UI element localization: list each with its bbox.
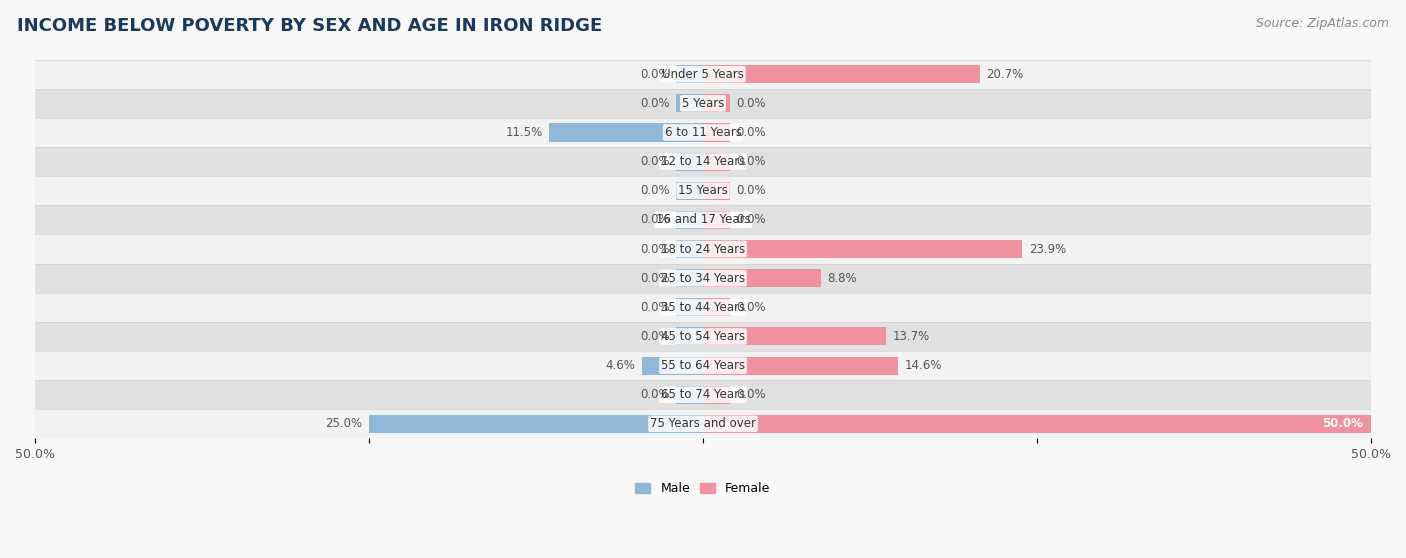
Bar [703, 386, 730, 404]
Text: 4.6%: 4.6% [605, 359, 636, 372]
Bar [35, 205, 1371, 234]
Bar [35, 380, 1371, 410]
Bar [35, 147, 1371, 176]
Text: 25 to 34 Years: 25 to 34 Years [661, 272, 745, 285]
Text: 75 Years and over: 75 Years and over [650, 417, 756, 430]
Bar [676, 328, 703, 345]
Text: 0.0%: 0.0% [737, 126, 766, 139]
Bar [550, 123, 703, 142]
Bar [676, 94, 703, 112]
Bar [676, 211, 703, 229]
Bar [35, 60, 1371, 89]
Bar [641, 357, 703, 374]
Text: 35 to 44 Years: 35 to 44 Years [661, 301, 745, 314]
Text: 20.7%: 20.7% [986, 68, 1024, 81]
Text: 5 Years: 5 Years [682, 97, 724, 110]
Bar [676, 240, 703, 258]
Legend: Male, Female: Male, Female [630, 477, 776, 501]
Text: 0.0%: 0.0% [640, 213, 669, 227]
Text: 8.8%: 8.8% [827, 272, 856, 285]
Bar [35, 263, 1371, 293]
Text: 6 to 11 Years: 6 to 11 Years [665, 126, 741, 139]
Text: 12 to 14 Years: 12 to 14 Years [661, 155, 745, 168]
Bar [703, 94, 730, 112]
Text: 55 to 64 Years: 55 to 64 Years [661, 359, 745, 372]
Bar [703, 240, 1022, 258]
Bar [35, 89, 1371, 118]
Bar [35, 410, 1371, 439]
Bar [676, 152, 703, 171]
Bar [676, 182, 703, 200]
Bar [368, 415, 703, 433]
Text: 13.7%: 13.7% [893, 330, 929, 343]
Bar [703, 65, 980, 83]
Bar [703, 152, 730, 171]
Bar [676, 386, 703, 404]
Text: 0.0%: 0.0% [737, 213, 766, 227]
Text: 65 to 74 Years: 65 to 74 Years [661, 388, 745, 401]
Text: Source: ZipAtlas.com: Source: ZipAtlas.com [1256, 17, 1389, 30]
Text: 0.0%: 0.0% [640, 301, 669, 314]
Text: 18 to 24 Years: 18 to 24 Years [661, 243, 745, 256]
Text: 0.0%: 0.0% [640, 272, 669, 285]
Text: 14.6%: 14.6% [904, 359, 942, 372]
Text: 0.0%: 0.0% [640, 243, 669, 256]
Text: 45 to 54 Years: 45 to 54 Years [661, 330, 745, 343]
Bar [703, 211, 730, 229]
Bar [35, 322, 1371, 351]
Text: 0.0%: 0.0% [640, 388, 669, 401]
Text: INCOME BELOW POVERTY BY SEX AND AGE IN IRON RIDGE: INCOME BELOW POVERTY BY SEX AND AGE IN I… [17, 17, 602, 35]
Text: 0.0%: 0.0% [737, 155, 766, 168]
Bar [703, 357, 898, 374]
Text: 0.0%: 0.0% [737, 97, 766, 110]
Bar [703, 299, 730, 316]
Text: 23.9%: 23.9% [1029, 243, 1066, 256]
Text: 0.0%: 0.0% [640, 184, 669, 198]
Bar [703, 182, 730, 200]
Text: 50.0%: 50.0% [1322, 417, 1362, 430]
Bar [676, 299, 703, 316]
Text: 0.0%: 0.0% [640, 68, 669, 81]
Text: 16 and 17 Years: 16 and 17 Years [655, 213, 751, 227]
Text: 0.0%: 0.0% [640, 155, 669, 168]
Bar [35, 118, 1371, 147]
Bar [35, 234, 1371, 263]
Text: 15 Years: 15 Years [678, 184, 728, 198]
Text: 25.0%: 25.0% [325, 417, 363, 430]
Bar [676, 269, 703, 287]
Text: 0.0%: 0.0% [737, 184, 766, 198]
Text: Under 5 Years: Under 5 Years [662, 68, 744, 81]
Text: 11.5%: 11.5% [505, 126, 543, 139]
Bar [35, 351, 1371, 380]
Bar [703, 269, 821, 287]
Bar [703, 328, 886, 345]
Text: 0.0%: 0.0% [737, 301, 766, 314]
Bar [703, 123, 730, 142]
Text: 0.0%: 0.0% [737, 388, 766, 401]
Bar [35, 293, 1371, 322]
Bar [676, 65, 703, 83]
Bar [35, 176, 1371, 205]
Text: 0.0%: 0.0% [640, 330, 669, 343]
Text: 0.0%: 0.0% [640, 97, 669, 110]
Bar [703, 415, 1371, 433]
